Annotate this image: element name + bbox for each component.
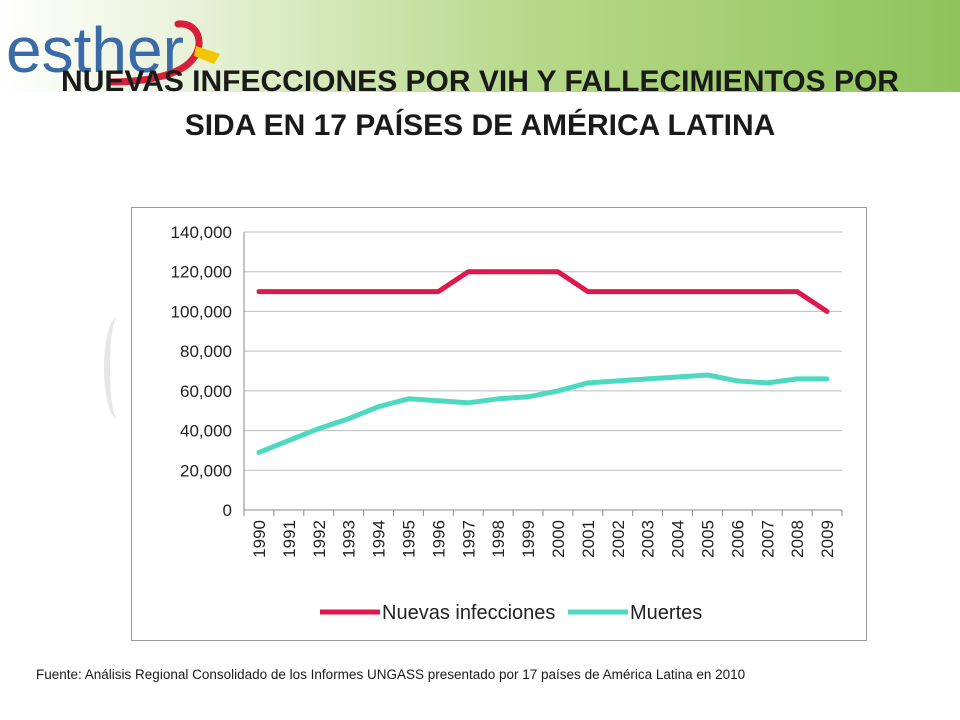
series-line-0 xyxy=(256,269,830,314)
y-tick-label: 0 xyxy=(223,501,232,520)
x-tick-label: 2001 xyxy=(579,520,598,558)
legend-label: Muertes xyxy=(630,602,702,624)
flag-icon xyxy=(194,46,220,64)
y-tick-label: 60,000 xyxy=(180,382,232,401)
x-tick-label: 1999 xyxy=(519,520,538,558)
x-tick-label: 1998 xyxy=(489,520,508,558)
x-tick-label: 2007 xyxy=(758,520,777,558)
source-note: Fuente: Análisis Regional Consolidado de… xyxy=(36,667,746,682)
line-chart: 0 20,000 40,000 60,000 80,000 100,000 120,000 1… xyxy=(171,223,843,624)
logo-text: esther xyxy=(6,14,184,86)
x-tick-label: 1992 xyxy=(310,520,329,558)
y-tick-label: 140,000 xyxy=(171,223,232,242)
x-tick-label: 2000 xyxy=(549,520,568,558)
x-tick-label: 2002 xyxy=(609,520,628,558)
legend-label: Nuevas infecciones xyxy=(382,602,555,624)
chart-legend: Nuevas infecciones Muertes xyxy=(320,602,702,624)
x-tick-label: 2009 xyxy=(818,520,837,558)
x-tick-label: 2003 xyxy=(639,520,658,558)
y-tick-label: 100,000 xyxy=(171,302,232,321)
x-tick-label: 2006 xyxy=(728,520,747,558)
esther-logo: esther xyxy=(6,4,236,94)
ribbon-icon xyxy=(106,20,203,86)
x-tick-label: 1995 xyxy=(399,520,418,558)
x-tick-label: 1996 xyxy=(429,520,448,558)
y-tick-label: 40,000 xyxy=(180,422,232,441)
x-tick-label: 1993 xyxy=(340,520,359,558)
x-tick-label: 1994 xyxy=(370,520,389,558)
x-tick-label: 1990 xyxy=(250,520,269,558)
chart-axes: 0 20,000 40,000 60,000 80,000 100,000 120,000 1… xyxy=(171,223,843,558)
y-tick-label: 120,000 xyxy=(171,263,232,282)
x-tick-label: 1991 xyxy=(280,520,299,558)
y-tick-label: 80,000 xyxy=(180,342,232,361)
x-tick-label: 2008 xyxy=(788,520,807,558)
chart-container: 0 20,000 40,000 60,000 80,000 100,000 120,000 1… xyxy=(131,207,867,641)
series-line-1 xyxy=(256,372,830,455)
esther-logo-graphic: esther xyxy=(6,14,220,86)
x-tick-label: 2004 xyxy=(669,520,688,558)
x-tick-label: 1997 xyxy=(459,520,478,558)
y-tick-label: 20,000 xyxy=(180,461,232,480)
slide-title: NUEVAS INFECCIONES POR VIH Y FALLECIMIEN… xyxy=(61,65,899,142)
x-tick-label: 2005 xyxy=(698,520,717,558)
background-watermark xyxy=(104,318,130,418)
chart-series xyxy=(256,269,830,455)
